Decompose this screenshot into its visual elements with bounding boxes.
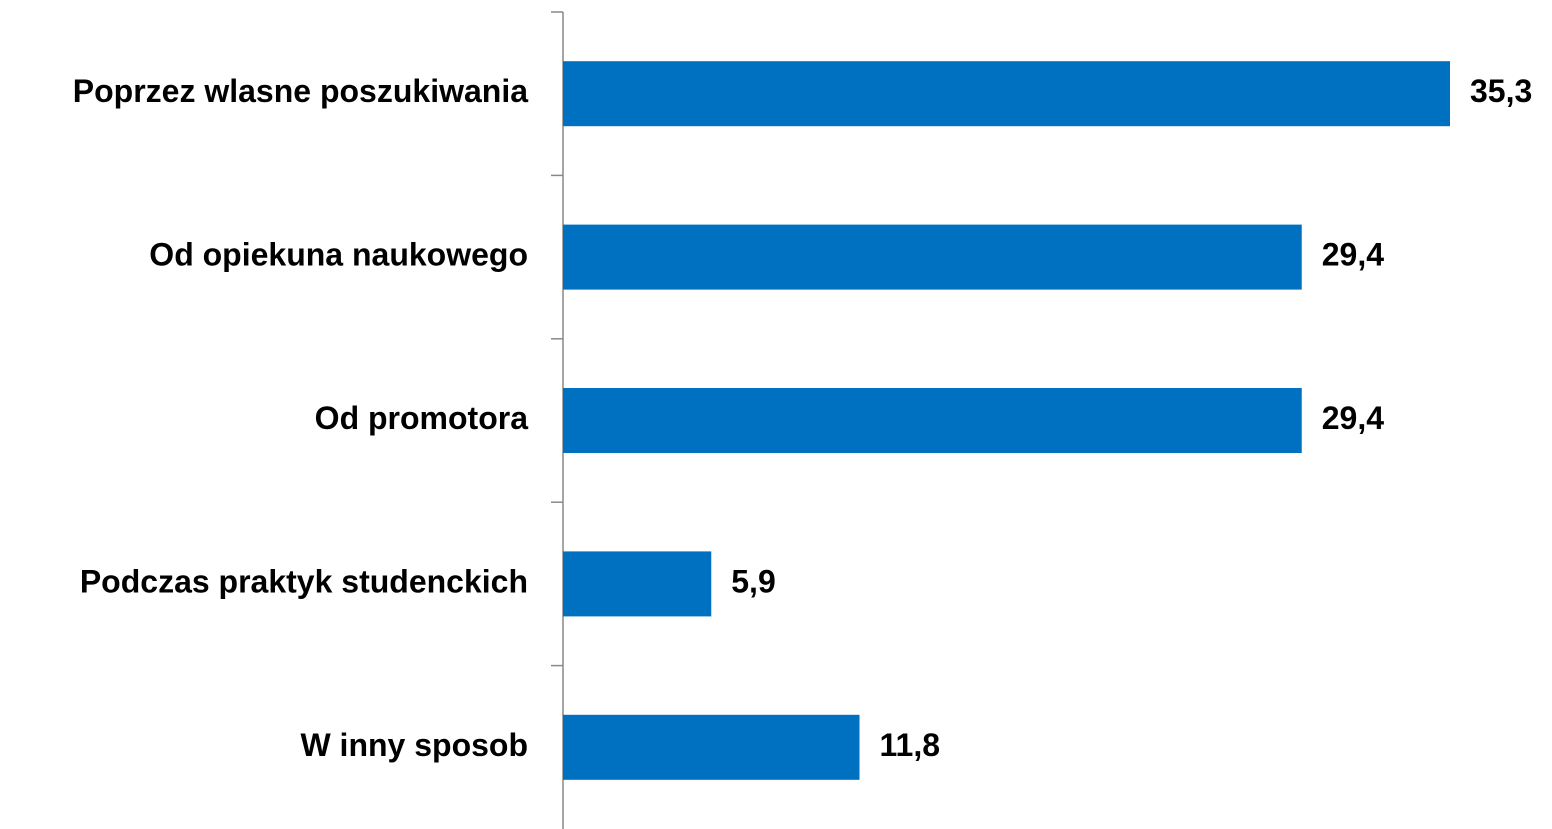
category-label: W inny sposob — [300, 727, 528, 763]
value-label: 11,8 — [880, 727, 941, 763]
category-label: Podczas praktyk studenckich — [80, 563, 528, 599]
category-label: Od promotora — [315, 400, 529, 436]
bar — [563, 61, 1450, 127]
bar — [563, 551, 712, 617]
value-label: 5,9 — [731, 563, 775, 599]
bar — [563, 224, 1302, 290]
bar — [563, 714, 860, 780]
value-label: 35,3 — [1470, 73, 1532, 109]
value-label: 29,4 — [1322, 237, 1384, 273]
value-label: 29,4 — [1322, 400, 1384, 436]
category-label: Poprzez wlasne poszukiwania — [73, 73, 528, 109]
bar — [563, 388, 1302, 453]
category-label: Od opiekuna naukowego — [149, 237, 528, 273]
